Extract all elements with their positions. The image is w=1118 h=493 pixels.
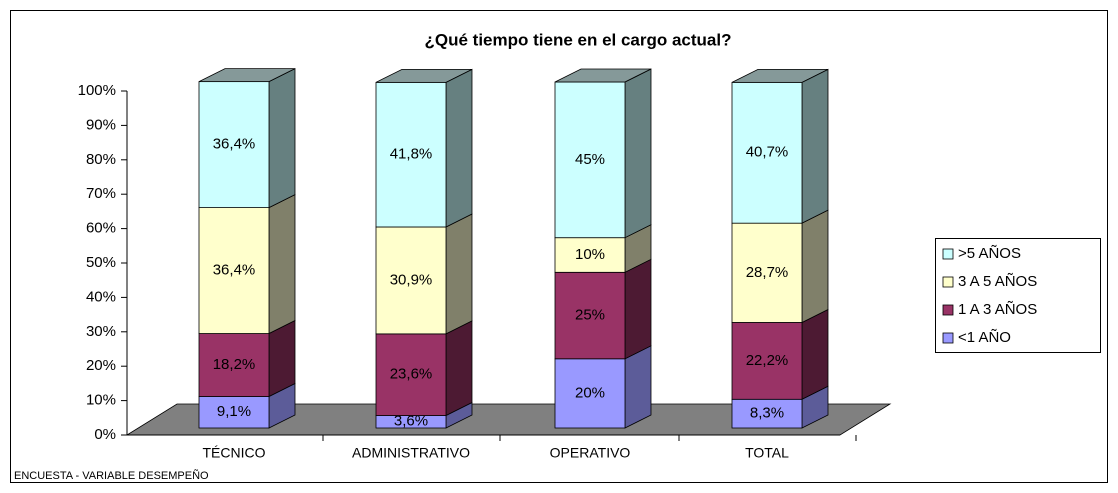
- bar: [731, 398, 803, 429]
- legend-label: 1 A 3 AÑOS: [958, 301, 1037, 318]
- value-label: 45%: [575, 151, 605, 168]
- bar: [198, 396, 270, 429]
- value-label: 18,2%: [213, 356, 256, 373]
- bar: [375, 226, 447, 335]
- legend-swatch: [942, 304, 954, 316]
- bar: [554, 237, 626, 273]
- legend-swatch: [942, 276, 954, 288]
- chart-title: ¿Qué tiempo tiene en el cargo actual?: [424, 30, 731, 49]
- y-tick-label: 20%: [86, 357, 116, 374]
- bar: [554, 271, 626, 360]
- x-tick-label: ADMINISTRATIVO: [352, 445, 470, 461]
- value-label: 9,1%: [217, 403, 251, 420]
- bar-side: [801, 209, 829, 324]
- legend-swatch: [942, 248, 954, 260]
- legend-swatch: [942, 332, 954, 344]
- y-tick-label: 30%: [86, 323, 116, 340]
- bar-side: [624, 258, 652, 360]
- value-label: 8,3%: [750, 405, 784, 422]
- bar-side: [268, 193, 296, 335]
- bar-top: [375, 68, 473, 83]
- value-label: 25%: [575, 307, 605, 324]
- y-tick-label: 70%: [86, 185, 116, 202]
- value-label: 22,2%: [746, 352, 789, 369]
- bar: [375, 333, 447, 416]
- y-tick-label: 50%: [86, 254, 116, 271]
- y-tick-label: 60%: [86, 220, 116, 237]
- bar: [554, 358, 626, 429]
- x-tick-label: TOTAL: [745, 445, 789, 461]
- value-label: 30,9%: [390, 271, 433, 288]
- bar: [198, 207, 270, 334]
- bar-top: [198, 68, 296, 83]
- bar-side: [268, 68, 296, 209]
- value-label: 36,4%: [213, 136, 256, 153]
- y-tick-label: 80%: [86, 151, 116, 168]
- legend-label: 3 A 5 AÑOS: [958, 273, 1037, 290]
- y-tick-label: 90%: [86, 116, 116, 133]
- y-tick-label: 0%: [94, 426, 116, 443]
- bar-side: [801, 68, 829, 224]
- value-label: 41,8%: [390, 146, 433, 163]
- bar: [554, 81, 626, 239]
- value-label: 20%: [575, 384, 605, 401]
- bar-side: [445, 320, 473, 417]
- x-tick-label: TÉCNICO: [203, 445, 266, 461]
- legend-label: >5 AÑOS: [958, 245, 1021, 262]
- value-label: 36,4%: [213, 262, 256, 279]
- bar: [731, 222, 803, 323]
- bar-top: [731, 68, 829, 83]
- value-label: 3,6%: [394, 413, 428, 430]
- value-label: 40,7%: [746, 144, 789, 161]
- bar: [198, 81, 270, 208]
- bar-side: [624, 345, 652, 429]
- y-tick-label: 10%: [86, 392, 116, 409]
- x-tick-label: OPERATIVO: [550, 445, 631, 461]
- value-label: 23,6%: [390, 366, 433, 383]
- bar-top: [554, 68, 652, 83]
- bar-side: [445, 213, 473, 335]
- legend-label: <1 AÑO: [958, 329, 1011, 346]
- y-tick-label: 40%: [86, 288, 116, 305]
- y-tick-label: 100%: [78, 82, 116, 99]
- bar: [731, 81, 803, 224]
- legend: [935, 238, 1101, 353]
- footer: ENCUESTA - VARIABLE DESEMPEÑO: [14, 469, 209, 482]
- bar-side: [445, 68, 473, 228]
- bar-side: [624, 68, 652, 239]
- value-label: 10%: [575, 246, 605, 263]
- value-label: 28,7%: [746, 264, 789, 281]
- bar: [375, 81, 447, 228]
- bar-side: [801, 308, 829, 400]
